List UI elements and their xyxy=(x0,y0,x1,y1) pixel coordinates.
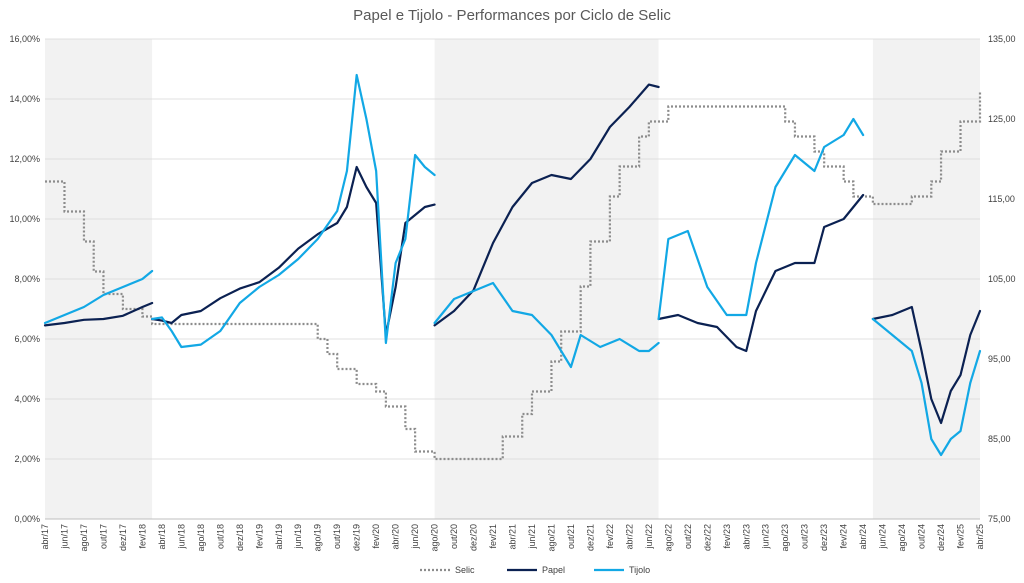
legend-label-papel: Papel xyxy=(542,565,565,575)
x-tick-label: abr/21 xyxy=(508,524,518,550)
series-line-tijolo-segment-5 xyxy=(871,317,982,457)
x-tick-label: dez/19 xyxy=(352,524,362,551)
series-line-papel-segment-1 xyxy=(43,301,154,327)
x-tick-label: jun/23 xyxy=(761,524,771,550)
y-right-tick-label: 135,00 xyxy=(988,34,1016,44)
y-left-tick-label: 0,00% xyxy=(14,514,40,524)
x-tick-label: fev/19 xyxy=(254,524,264,549)
y-right-tick-label: 105,00 xyxy=(988,274,1016,284)
x-tick-label: out/22 xyxy=(683,524,693,549)
series-line-tijolo-segment-1 xyxy=(43,269,154,325)
y-left-tick-label: 10,00% xyxy=(9,214,40,224)
x-tick-label: fev/22 xyxy=(605,524,615,549)
y-left-tick-label: 14,00% xyxy=(9,94,40,104)
series-line-tijolo-segment-4 xyxy=(657,117,865,321)
y-left-tick-label: 4,00% xyxy=(14,394,40,404)
x-tick-label: ago/21 xyxy=(546,524,556,552)
y-left-tick-label: 2,00% xyxy=(14,454,40,464)
y-right-tick-label: 115,00 xyxy=(988,194,1015,204)
x-tick-label: fev/21 xyxy=(488,524,498,549)
x-tick-label: abr/22 xyxy=(624,524,634,550)
x-tick-label: jun/20 xyxy=(410,524,420,550)
x-tick-label: abr/24 xyxy=(858,524,868,550)
x-tick-label: out/23 xyxy=(800,524,810,549)
series-line-selic xyxy=(45,91,982,461)
x-tick-label: out/21 xyxy=(566,524,576,549)
x-tick-label: abr/17 xyxy=(40,524,50,550)
y-left-tick-label: 8,00% xyxy=(14,274,40,284)
x-tick-label: abr/23 xyxy=(741,524,751,550)
x-tick-label: dez/17 xyxy=(118,524,128,551)
x-tick-label: ago/24 xyxy=(897,524,907,552)
x-tick-label: fev/24 xyxy=(839,524,849,549)
x-tick-label: ago/17 xyxy=(79,524,89,552)
y-left-tick-label: 6,00% xyxy=(14,334,40,344)
x-tick-label: dez/18 xyxy=(235,524,245,551)
x-tick-label: dez/21 xyxy=(585,524,595,551)
x-tick-label: dez/20 xyxy=(469,524,479,551)
x-tick-label: dez/22 xyxy=(702,524,712,551)
chart-title: Papel e Tijolo - Performances por Ciclo … xyxy=(353,7,671,24)
series-line-papel-segment-4 xyxy=(657,193,865,353)
x-tick-label: abr/19 xyxy=(274,524,284,550)
x-tick-label: fev/18 xyxy=(137,524,147,549)
x-tick-label: jun/21 xyxy=(527,524,537,550)
series-line-papel-segment-2 xyxy=(151,165,436,337)
x-tick-label: out/17 xyxy=(98,524,108,549)
x-tick-label: fev/25 xyxy=(956,524,966,549)
x-tick-label: dez/23 xyxy=(819,524,829,551)
y-right-tick-label: 95,00 xyxy=(988,354,1011,364)
legend-label-tijolo: Tijolo xyxy=(629,565,650,575)
x-tick-label: jun/24 xyxy=(878,524,888,550)
x-tick-label: fev/23 xyxy=(722,524,732,549)
x-tick-label: ago/20 xyxy=(430,524,440,552)
series-line-papel-segment-5 xyxy=(871,305,982,425)
x-tick-label: ago/23 xyxy=(780,524,790,552)
legend-label-selic: Selic xyxy=(455,565,475,575)
x-tick-label: ago/19 xyxy=(313,524,323,552)
x-tick-label: out/20 xyxy=(449,524,459,549)
x-tick-label: abr/18 xyxy=(157,524,167,550)
x-tick-label: jun/18 xyxy=(176,524,186,550)
x-tick-label: ago/22 xyxy=(663,524,673,552)
x-tick-label: fev/20 xyxy=(371,524,381,549)
y-right-tick-label: 75,00 xyxy=(988,514,1011,524)
series-line-tijolo-segment-3 xyxy=(433,281,660,369)
x-tick-label: abr/25 xyxy=(975,524,985,550)
series-lines xyxy=(43,73,982,461)
x-tick-label: dez/24 xyxy=(936,524,946,551)
x-tick-label: out/24 xyxy=(917,524,927,549)
x-tick-label: jun/17 xyxy=(59,524,69,550)
x-tick-label: ago/18 xyxy=(196,524,206,552)
y-left-tick-label: 16,00% xyxy=(9,34,40,44)
x-tick-label: jun/22 xyxy=(644,524,654,550)
series-line-tijolo-segment-2 xyxy=(151,73,436,349)
x-tick-label: jun/19 xyxy=(293,524,303,550)
x-tick-label: out/18 xyxy=(215,524,225,549)
axes: 0,00% 2,00% 4,00% 6,00% 8,00% 10,00% 12,00% 14,… xyxy=(9,34,1015,552)
y-right-tick-label: 125,00 xyxy=(988,114,1016,124)
legend: Selic Papel Tijolo xyxy=(420,565,650,575)
x-tick-label: abr/20 xyxy=(391,524,401,550)
y-right-tick-label: 85,00 xyxy=(988,434,1011,444)
y-left-tick-label: 12,00% xyxy=(9,154,40,164)
x-tick-label: out/19 xyxy=(332,524,342,549)
